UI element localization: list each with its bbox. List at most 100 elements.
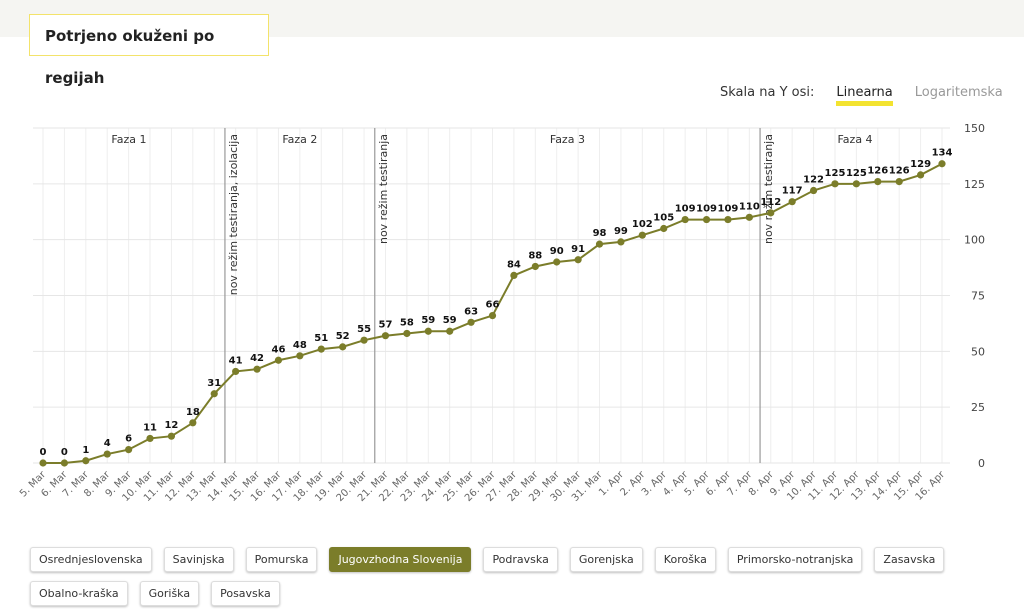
- data-label: 1: [82, 445, 89, 456]
- data-label: 112: [760, 197, 781, 208]
- annotation: nov režim testiranja: [762, 134, 775, 244]
- annotation: nov režim testiranja, izolacija: [227, 134, 240, 295]
- data-label: 12: [164, 420, 178, 431]
- region-button[interactable]: Pomurska: [245, 547, 318, 572]
- region-button[interactable]: Goriška: [139, 581, 200, 606]
- data-label: 129: [910, 159, 931, 170]
- point: [424, 327, 432, 335]
- point: [189, 419, 197, 427]
- point: [702, 215, 711, 224]
- scale-option[interactable]: Linearna: [836, 85, 893, 106]
- data-label: 48: [293, 340, 307, 351]
- point: [39, 459, 47, 467]
- data-label: 99: [614, 226, 628, 237]
- point: [831, 180, 839, 188]
- data-label: 59: [421, 315, 435, 326]
- data-label: 126: [867, 166, 888, 177]
- point: [488, 312, 497, 320]
- region-button[interactable]: Podravska: [483, 547, 558, 572]
- data-label: 51: [314, 333, 328, 344]
- data-label: 125: [825, 168, 846, 179]
- region-buttons: Osrednjeslovenska Savinjska Pomurska Jugovz…: [30, 547, 990, 606]
- data-label: 90: [550, 246, 564, 257]
- data-label: 109: [696, 204, 717, 215]
- region-button[interactable]: Osrednjeslovenska: [30, 547, 152, 572]
- point: [82, 457, 90, 465]
- region-button[interactable]: Obalno-kraška: [30, 581, 128, 606]
- region-button[interactable]: Savinjska: [163, 547, 234, 572]
- point: [403, 329, 411, 338]
- point: [767, 209, 775, 217]
- y-tick-label: 25: [971, 401, 985, 414]
- point: [617, 238, 625, 246]
- data-label: 63: [464, 306, 478, 317]
- point: [210, 390, 218, 398]
- data-label: 0: [61, 447, 68, 458]
- point: [167, 432, 176, 440]
- data-label: 55: [357, 324, 371, 335]
- data-label: 66: [486, 300, 500, 311]
- point: [852, 180, 860, 188]
- point: [232, 367, 240, 376]
- title: Potrjeno okuženi po regijah: [29, 14, 269, 87]
- point: [809, 186, 818, 195]
- data-label: 31: [207, 378, 221, 389]
- scale-option[interactable]: Logaritemska: [914, 85, 1003, 100]
- point: [510, 271, 518, 279]
- y-tick-label: 0: [978, 457, 985, 470]
- point: [125, 446, 133, 454]
- y-tick-label: 100: [964, 234, 985, 247]
- point: [724, 215, 732, 224]
- data-label: 126: [889, 166, 910, 177]
- scale-switch: Skala na Y osi: Linearna Logaritemska: [720, 85, 1003, 106]
- data-label: 105: [653, 213, 674, 224]
- point: [103, 450, 111, 458]
- data-label: 57: [379, 320, 393, 331]
- data-label: 125: [846, 168, 867, 179]
- data-label: 91: [571, 244, 585, 255]
- data-label: 4: [104, 438, 111, 449]
- phase-label: Faza 3: [550, 133, 585, 146]
- data-label: 122: [803, 175, 824, 186]
- data-label: 11: [143, 422, 157, 433]
- point: [874, 178, 882, 186]
- point: [660, 224, 668, 233]
- region-button[interactable]: Jugovzhodna Slovenija: [329, 547, 472, 572]
- region-button[interactable]: Gorenjska: [569, 547, 643, 572]
- point: [317, 345, 325, 353]
- phase-label: Faza 1: [111, 133, 146, 146]
- data-label: 58: [400, 317, 414, 328]
- y-tick-label: 50: [971, 345, 985, 358]
- data-label: 109: [675, 204, 696, 215]
- phase-label: Faza 4: [837, 133, 872, 146]
- data-label: 42: [250, 353, 264, 364]
- data-label: 109: [718, 204, 739, 215]
- point: [574, 256, 582, 264]
- y-tick-label: 125: [964, 178, 985, 191]
- region-button[interactable]: Posavska: [211, 581, 280, 606]
- data-label: 110: [739, 201, 760, 212]
- data-label: 6: [125, 434, 132, 445]
- point: [253, 365, 261, 373]
- point: [938, 160, 946, 168]
- point: [60, 459, 69, 467]
- point: [916, 171, 925, 179]
- point: [895, 178, 903, 186]
- point: [788, 198, 796, 206]
- annotation: nov režim testiranja: [377, 134, 390, 244]
- phase-label: Faza 2: [282, 133, 317, 146]
- point: [553, 258, 561, 266]
- y-tick-label: 75: [971, 290, 985, 303]
- region-button[interactable]: Koroška: [654, 547, 716, 572]
- region-button[interactable]: Zasavska: [874, 547, 945, 572]
- region-button[interactable]: Primorsko-notranjska: [727, 547, 863, 572]
- point: [146, 434, 154, 443]
- point: [381, 332, 390, 340]
- point: [531, 262, 539, 271]
- point: [296, 352, 304, 360]
- data-label: 98: [593, 228, 607, 239]
- y-tick-label: 150: [964, 122, 985, 135]
- data-label: 117: [782, 186, 803, 197]
- data-label: 59: [443, 315, 457, 326]
